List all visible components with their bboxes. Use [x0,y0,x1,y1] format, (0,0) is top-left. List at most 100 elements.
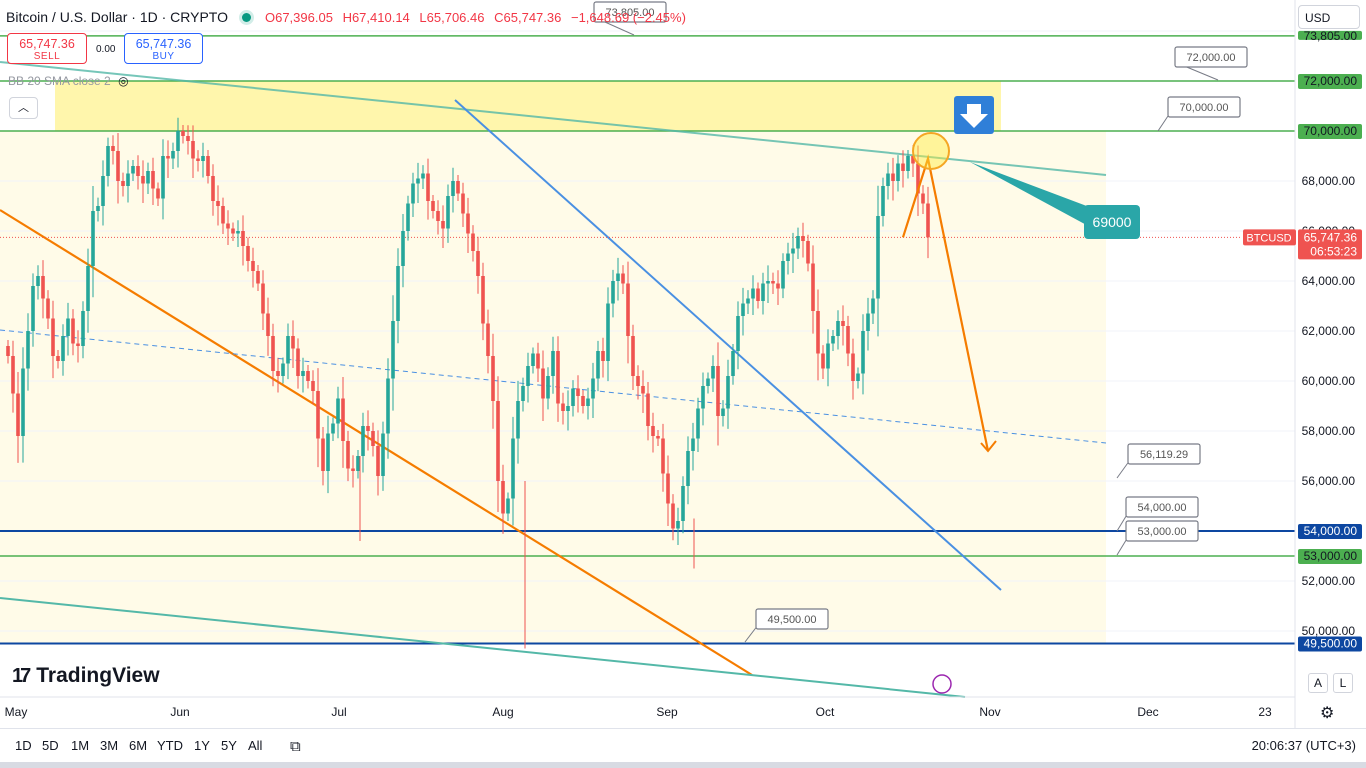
hide-eye-icon[interactable]: ◎ [118,74,129,88]
candle [811,245,815,334]
price-callout: 53,000.00 [1116,520,1199,556]
candle [376,430,380,496]
candle-body [786,253,790,261]
candle [431,195,435,219]
candle-body [636,376,640,386]
timeframe-1m[interactable]: 1M [71,738,90,753]
indicator-legend[interactable]: BB 20 SMA close 2 ◎ [8,74,129,88]
x-tick-label: Jun [170,705,189,719]
candle [876,185,880,337]
candle-body [56,356,60,361]
candle-body [411,183,415,204]
candle-body [776,283,780,289]
target-label: 69000 [1093,214,1132,230]
buy-button[interactable]: 65,747.36 BUY [124,33,203,64]
timeframe-5d[interactable]: 5D [42,738,59,753]
candle-body [801,236,805,241]
candle-body [501,481,505,514]
candle [176,117,180,168]
candle-body [756,288,760,301]
candle-body [236,231,240,234]
candle [201,142,205,178]
candle-body [691,438,695,451]
candle-body [926,203,930,238]
candle-body [736,316,740,351]
candle [646,382,650,441]
candle [306,365,310,389]
callout-label: 54,000.00 [1138,502,1187,514]
candle-body [141,176,145,184]
candle [801,222,805,258]
candle-body [196,158,200,161]
timeframe-6m[interactable]: 6M [129,738,148,753]
candle [261,270,265,330]
timeframe-ytd[interactable]: YTD [157,738,183,753]
candle [616,257,620,301]
gear-icon[interactable]: ⚙ [1320,705,1335,722]
collapse-legend-button[interactable]: ︿ [9,97,38,119]
candle-body [16,393,20,436]
candle [701,372,705,426]
candle-body [436,211,440,221]
currency-select[interactable]: USD [1298,5,1360,29]
candle-body [811,263,815,311]
level-axis-tag [1298,524,1362,539]
symbol-tag: BTCUSD [1246,232,1291,244]
candle [141,160,145,203]
candle [226,210,230,245]
buy-price: 65,747.36 [135,37,192,51]
candle-body [251,261,255,271]
candle-body [886,173,890,186]
timeframe-1d[interactable]: 1D [15,738,32,753]
candle [196,150,200,172]
timeframe-1y[interactable]: 1Y [194,738,210,753]
brand-name: TradingView [36,664,160,687]
x-tick-label: Oct [816,705,835,719]
y-tick-label: 50,000.00 [1302,624,1356,638]
candle-body [241,231,245,246]
candle [426,158,430,220]
candle [86,248,90,333]
candle-body [846,326,850,354]
sell-button[interactable]: 65,747.36 SELL [7,33,87,64]
candle [496,376,500,512]
candle [746,290,750,314]
candle [36,265,40,300]
candle [526,352,530,403]
clock[interactable]: 20:06:37 (UTC+3) [1251,738,1356,753]
candle-body [616,273,620,281]
candle-body [506,498,510,514]
candle-body [661,438,665,474]
candle-body [21,368,25,436]
candle-body [271,336,275,371]
tradingview-logo[interactable]: 17 TradingView [12,664,160,688]
candle-body [566,406,570,411]
candle [661,423,665,492]
candle [476,236,480,294]
candle-body [31,286,35,331]
candle-body [336,398,340,424]
candle-body [96,206,100,211]
callout-box [1125,520,1199,542]
candle-body [596,351,600,379]
candle-body [581,396,585,406]
event-marker-icon [932,674,952,694]
candle [406,195,410,241]
timeframe-all[interactable]: All [248,738,263,753]
candle [401,214,405,288]
timeframe-5y[interactable]: 5Y [221,738,237,753]
log-scale-button[interactable]: L [1333,673,1353,693]
auto-scale-button[interactable]: A [1308,673,1328,693]
timeframe-3m[interactable]: 3M [100,738,119,753]
symbol-title[interactable]: Bitcoin / U.S. Dollar · 1D · CRYPTO [6,9,228,25]
candle [236,220,240,247]
candle-body [476,251,480,276]
candle [596,340,600,392]
callout-label: 72,000.00 [1187,52,1236,64]
candle-body [81,311,85,346]
candle [561,392,565,425]
candle-body [486,323,490,356]
forecast-arrowhead [980,440,997,453]
x-tick-label: Jul [331,705,346,719]
date-range-icon[interactable]: ⧉ [290,738,301,755]
